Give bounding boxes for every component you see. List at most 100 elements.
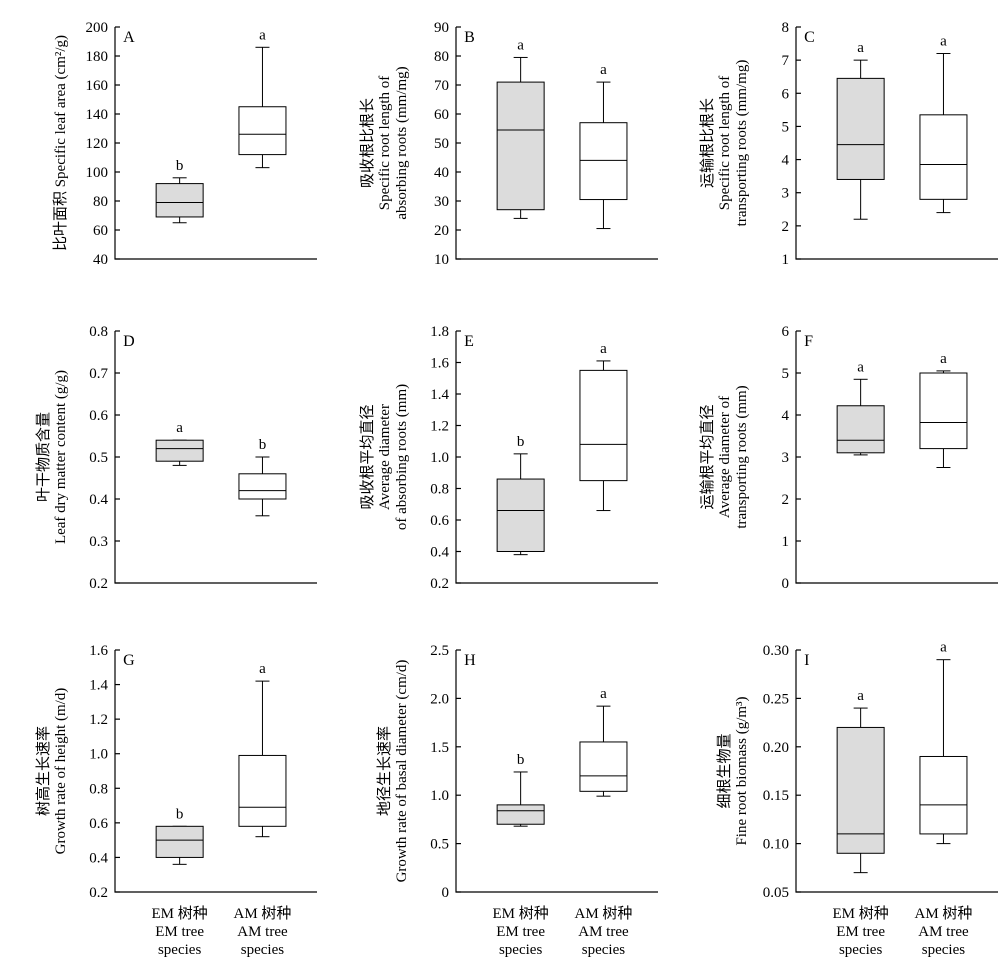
box-iqr [919,114,968,200]
y-tick-label: 60 [434,107,449,123]
y-axis-title-line: 吸收根平均直径 [359,404,376,509]
panel-d: 0.2 0.3 0.4 0.5 0.6 0.7 0.8 D 叶干物质含量Leaf dry mat… [35,324,317,592]
y-tick-label: 70 [434,78,449,94]
y-tick-label: 1.4 [430,387,449,403]
significance-letter: a [600,341,607,357]
significance-letter: a [517,37,524,53]
y-axis-title-line: Specific root length of [717,76,733,211]
y-tick-label: 4 [782,153,790,169]
y-tick-label: 0.7 [89,366,108,382]
y-tick-label: 180 [86,49,109,65]
y-tick-label: 40 [93,252,108,268]
y-axis-title-line: Average diameter of [717,396,733,518]
box-em: b [155,806,204,865]
y-tick-label: 0.15 [763,788,789,804]
significance-letter: a [259,661,266,677]
significance-letter: a [857,688,864,704]
y-axis-title: 吸收根比根长Specific root length ofabsorbing r… [359,66,410,219]
y-axis-title-line: Growth rate of height (m/d) [53,688,69,855]
y-tick-label: 140 [86,107,109,123]
box-em: b [155,158,204,224]
x-group-label-am: AM 树种 AM tree species [914,905,972,958]
panel-letter: I [804,652,809,669]
panel-g: 0.2 0.4 0.6 0.8 1.0 1.2 1.4 1.6 G 树高生长速率Growth ra… [35,643,317,958]
y-tick-label: 0.8 [89,781,108,797]
y-axis-title-line: Leaf dry matter content (g/g) [53,370,69,544]
y-tick-label: 2 [782,219,790,235]
panel-c: 1 2 3 4 5 6 7 8C 运输根比根长Specific root length oftr… [699,20,998,268]
y-tick-label: 0.10 [763,837,789,853]
y-axis-title-line: of absorbing roots (mm) [394,384,410,530]
box-em: a [836,40,885,220]
y-axis-title-line: Average diameter [377,404,393,510]
y-tick-label: 0.5 [430,837,449,853]
axis-line [114,27,317,260]
y-tick-label: 90 [434,20,449,36]
y-tick-label: 7 [782,53,790,69]
y-tick-label: 8 [782,20,790,36]
panel-f: 0 1 2 3 4 5 6F 运输根平均直径Average diameter oftransp… [699,324,998,592]
box-iqr [155,439,204,462]
x-group-label-line: species [499,942,542,958]
axis-line [795,331,998,584]
y-axis-title-line: absorbing roots (mm/mg) [394,66,410,219]
y-tick-label: 1.5 [430,740,449,756]
box-iqr [579,369,628,482]
box-em: a [155,420,204,466]
y-tick-label: 0.6 [89,408,108,424]
y-tick-label: 1.6 [430,356,449,372]
y-tick-label: 5 [782,119,790,135]
panel-letter: G [123,652,135,669]
box-iqr [836,77,885,180]
box-iqr [496,804,545,825]
x-group-label-line: EM tree [496,924,545,940]
y-axis-title-line: transporting roots (mm) [734,385,750,528]
y-tick-label: 6 [782,86,790,102]
x-group-label-line: EM tree [155,924,204,940]
y-tick-label: 0.2 [89,576,108,592]
y-tick-label: 0.8 [89,324,108,340]
y-tick-label: 1.0 [430,788,449,804]
y-tick-label: 0 [442,885,450,901]
panel-b: 10 20 30 40 50 60 70 80 90 B 吸收根比根长Specific root l… [359,20,658,268]
significance-letter: b [517,752,525,768]
y-tick-label: 0.4 [89,850,108,866]
significance-letter: a [940,351,947,367]
panel-e: 0.2 0.4 0.6 0.8 1.0 1.2 1.4 1.6 1.8 E 吸收根平均直径Avera… [359,324,658,592]
box-iqr [836,726,885,854]
significance-letter: b [517,434,525,450]
y-axis-title-line: Specific root length of [377,76,393,211]
axis-line [795,650,998,893]
y-tick-label: 0 [782,576,790,592]
y-tick-label: 1.4 [89,678,108,694]
y-axis-title: 叶干物质含量Leaf dry matter content (g/g) [35,370,69,544]
y-tick-label: 50 [434,136,449,152]
x-group-label-line: AM tree [578,924,629,940]
y-tick-label: 200 [86,20,109,36]
x-group-label-line: EM 树种 [152,905,208,922]
y-tick-label: 0.3 [89,534,108,550]
box-iqr [919,755,968,835]
y-axis-title-line: 运输根比根长 [699,98,716,188]
box-iqr [579,741,628,792]
y-tick-label: 2 [782,492,790,508]
x-group-label-line: species [582,942,625,958]
y-axis-title-line: Growth rate of basal diameter (cm/d) [394,660,410,883]
y-tick-label: 80 [93,194,108,210]
box-iqr [238,473,287,500]
significance-letter: a [940,34,947,50]
y-tick-label: 0.20 [763,740,789,756]
x-group-label-line: EM tree [836,924,885,940]
box-em: b [496,434,545,556]
x-group-label-line: species [158,942,201,958]
y-axis-title: 比叶面积 Specific leaf area (cm²/g) [52,35,69,251]
significance-letter: a [259,27,266,43]
significance-letter: b [176,806,184,822]
y-tick-label: 0.05 [763,885,789,901]
x-group-label-line: AM 树种 [914,905,972,922]
y-axis-title: 吸收根平均直径Average diameterof absorbing root… [359,384,410,530]
y-tick-label: 0.25 [763,691,789,707]
x-group-label-line: species [241,942,284,958]
significance-letter: a [600,62,607,78]
